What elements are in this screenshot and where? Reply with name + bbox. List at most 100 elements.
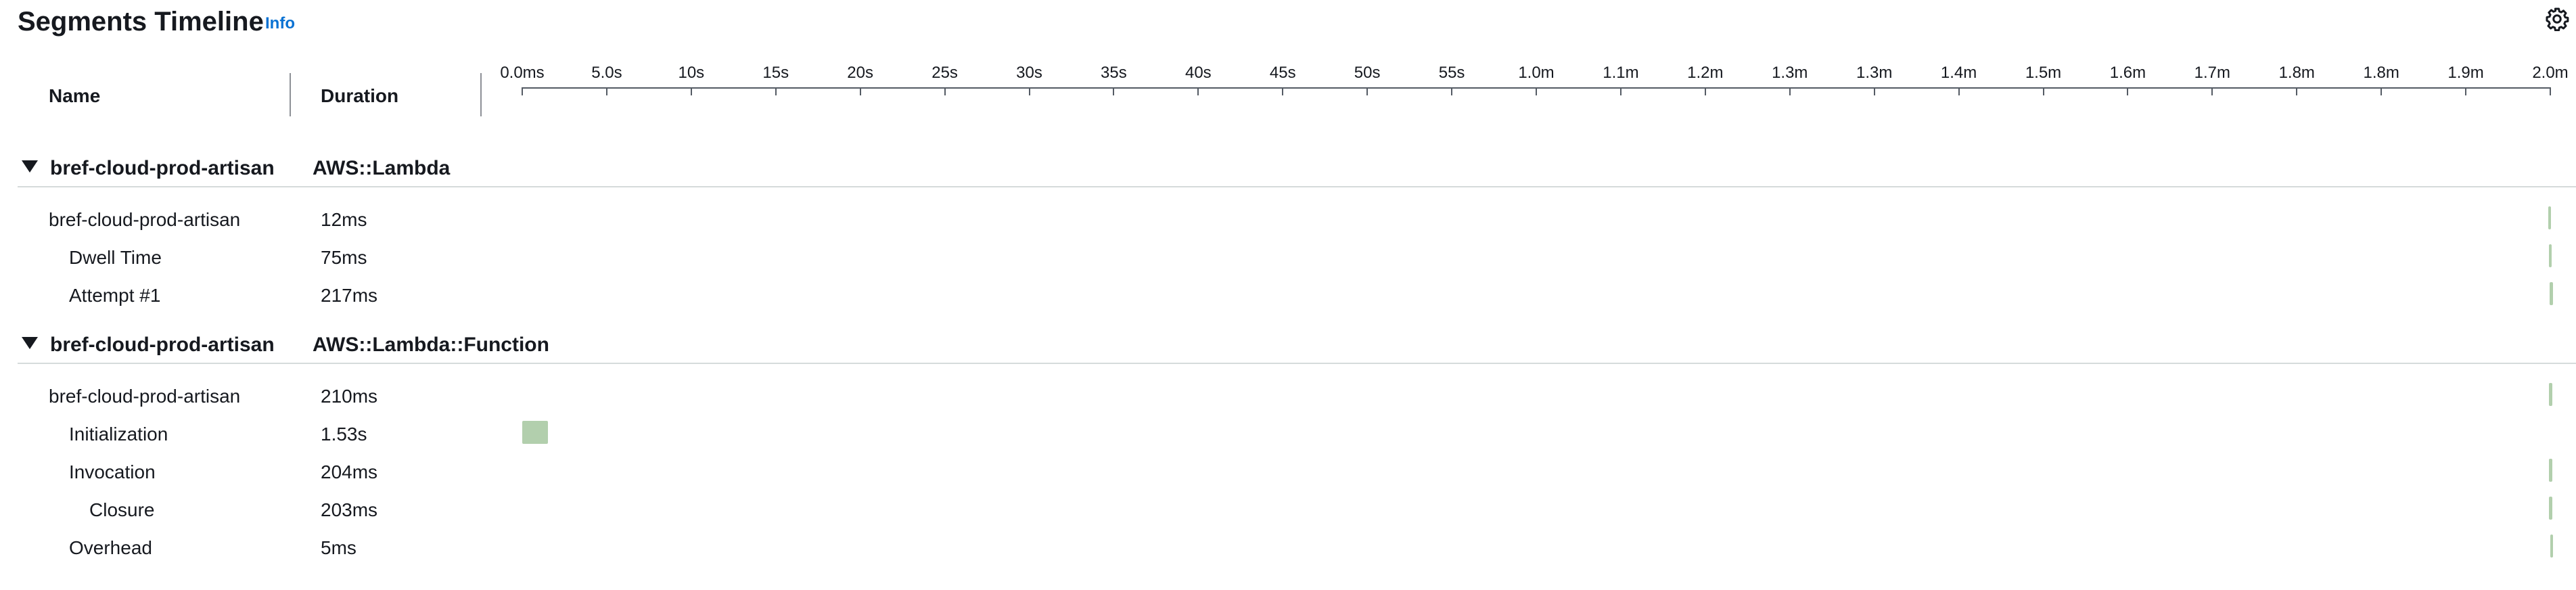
axis-tick — [1958, 87, 1960, 95]
axis-tick-label: 55s — [1438, 64, 1465, 82]
segment-bar[interactable] — [2548, 206, 2551, 229]
segment-name: bref-cloud-prod-artisan — [49, 386, 241, 407]
axis-tick — [605, 87, 607, 95]
segment-row[interactable]: Invocation 204ms — [0, 453, 2576, 491]
segment-bar[interactable] — [2548, 244, 2552, 267]
axis-tick-label: 25s — [932, 64, 958, 82]
segment-group-header: bref-cloud-prod-artisan AWS::Lambda::Func… — [0, 327, 2576, 364]
axis-tick-label: 1.8m — [2363, 64, 2399, 82]
axis-tick-label: 1.9m — [2447, 64, 2484, 82]
axis-tick-label: 5.0s — [591, 64, 622, 82]
segment-row[interactable]: Attempt #1 217ms — [0, 277, 2576, 315]
axis-tick-label: 1.3m — [1772, 64, 1808, 82]
segment-row[interactable]: Closure 203ms — [0, 491, 2576, 529]
axis-tick-label: 1.7m — [2194, 64, 2231, 82]
gear-icon[interactable] — [2545, 7, 2569, 31]
axis-tick-label: 1.5m — [2025, 64, 2062, 82]
segment-row[interactable]: Dwell Time 75ms — [0, 239, 2576, 277]
segment-name: Invocation — [69, 461, 156, 482]
segment-name: Attempt #1 — [69, 285, 161, 306]
axis-tick — [1704, 87, 1706, 95]
axis-tick — [2296, 87, 2298, 95]
axis-tick — [522, 87, 523, 95]
column-header-duration: Duration — [321, 85, 399, 106]
timeline-axis: 0.0ms 5.0s 10s 15s 20s 25s 30s 35s 40s 45s 50s 55s 1… — [0, 0, 2576, 108]
segment-duration: 1.53s — [321, 424, 367, 445]
axis-tick-label: 1.0m — [1518, 64, 1555, 82]
axis-tick-label: 30s — [1016, 64, 1042, 82]
axis-tick — [2465, 87, 2467, 95]
segment-group-name[interactable]: bref-cloud-prod-artisan — [50, 157, 275, 179]
axis-tick — [2042, 87, 2044, 95]
axis-tick-label: 1.6m — [2109, 64, 2146, 82]
segment-duration: 75ms — [321, 247, 367, 268]
axis-tick-label: 1.2m — [1687, 64, 1724, 82]
segment-duration: 5ms — [321, 537, 356, 558]
axis-tick — [2380, 87, 2383, 95]
axis-tick — [859, 87, 861, 95]
column-header-name: Name — [49, 85, 101, 106]
axis-tick-label: 1.8m — [2278, 64, 2315, 82]
segment-group-type: AWS::Lambda — [313, 157, 451, 179]
segment-name: Overhead — [69, 537, 152, 558]
axis-tick-label: 45s — [1269, 64, 1296, 82]
axis-tick — [1197, 87, 1199, 95]
collapse-triangle-icon[interactable] — [22, 337, 38, 349]
axis-tick — [775, 87, 777, 95]
axis-tick-label: 1.4m — [1940, 64, 1977, 82]
axis-tick-label: 0.0ms — [500, 64, 545, 82]
axis-tick — [2127, 87, 2129, 95]
axis-tick — [2211, 87, 2213, 95]
segment-bar[interactable] — [2549, 459, 2553, 482]
segment-group-name[interactable]: bref-cloud-prod-artisan — [50, 334, 275, 356]
axis-tick — [2550, 87, 2551, 95]
axis-tick-label: 10s — [678, 64, 705, 82]
axis-tick — [690, 87, 692, 95]
segment-bar[interactable] — [2549, 383, 2553, 406]
collapse-triangle-icon[interactable] — [22, 160, 38, 173]
axis-tick — [1619, 87, 1622, 95]
segment-group-type: AWS::Lambda::Function — [313, 334, 549, 356]
info-link[interactable]: Info — [265, 14, 295, 32]
axis-tick — [1366, 87, 1368, 95]
axis-tick — [1282, 87, 1284, 95]
segment-duration: 12ms — [321, 209, 367, 230]
segment-bar[interactable] — [2549, 497, 2553, 520]
axis-tick — [1536, 87, 1537, 95]
axis-tick — [944, 87, 946, 95]
segment-duration: 210ms — [321, 386, 378, 407]
axis-tick-label: 40s — [1184, 64, 1212, 82]
segment-name: Dwell Time — [69, 247, 162, 268]
segment-duration: 203ms — [321, 499, 378, 520]
segment-group-header: bref-cloud-prod-artisan AWS::Lambda — [0, 151, 2576, 187]
axis-tick-label: 2.0m — [2532, 64, 2569, 82]
segment-duration: 204ms — [321, 461, 378, 482]
axis-tick — [1113, 87, 1115, 95]
segment-row[interactable]: Initialization 1.53s — [0, 415, 2576, 453]
axis-tick — [1028, 87, 1030, 95]
axis-tick-label: 35s — [1101, 64, 1127, 82]
axis-tick-label: 15s — [762, 64, 789, 82]
axis-tick-label: 1.3m — [1856, 64, 1893, 82]
page-title: Segments Timeline — [18, 7, 264, 37]
segment-name: Initialization — [69, 424, 168, 445]
segment-name: bref-cloud-prod-artisan — [49, 209, 241, 230]
axis-tick-label: 50s — [1354, 64, 1381, 82]
column-divider[interactable] — [480, 73, 482, 116]
segment-name: Closure — [89, 499, 155, 520]
segment-bar[interactable] — [522, 421, 549, 444]
axis-tick — [1451, 87, 1453, 95]
segment-bar[interactable] — [2550, 535, 2553, 558]
axis-tick — [1789, 87, 1791, 95]
segment-row[interactable]: Overhead 5ms — [0, 529, 2576, 567]
group-divider — [18, 186, 2576, 187]
axis-tick — [1873, 87, 1875, 95]
segment-row[interactable]: bref-cloud-prod-artisan 210ms — [0, 378, 2576, 415]
axis-tick-label: 1.1m — [1603, 64, 1639, 82]
group-divider — [18, 363, 2576, 364]
segment-row[interactable]: bref-cloud-prod-artisan 12ms — [0, 201, 2576, 239]
segment-bar[interactable] — [2549, 282, 2553, 305]
column-divider[interactable] — [290, 73, 291, 116]
axis-tick-label: 20s — [847, 64, 874, 82]
